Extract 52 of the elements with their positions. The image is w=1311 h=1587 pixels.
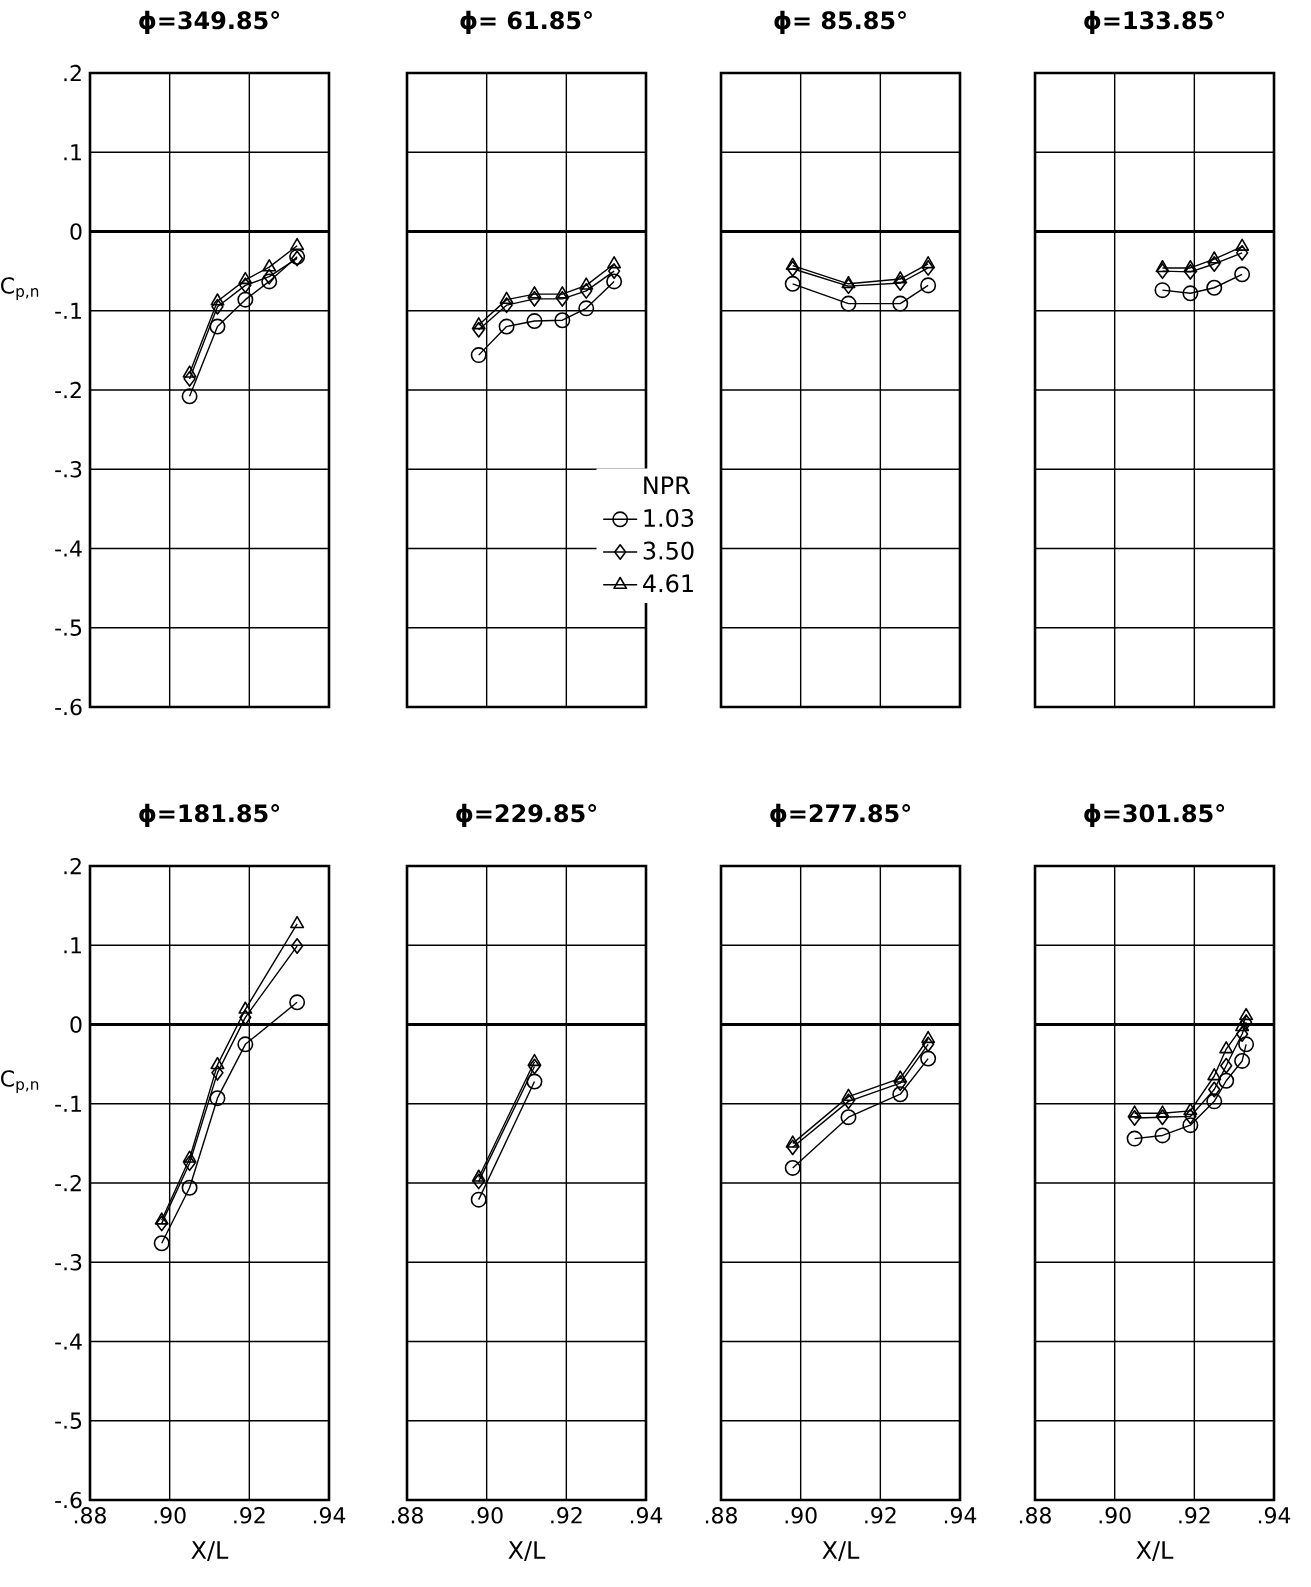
- y-axis-title: C$_{p,n}$: [1, 1070, 39, 1093]
- chart-title: ϕ= 61.85°: [460, 10, 592, 34]
- x-axis-title: X/L: [822, 1541, 860, 1561]
- x-tick-label: .90: [471, 1507, 503, 1524]
- chart-title: ϕ=181.85°: [139, 803, 280, 827]
- x-tick-label: .88: [74, 1507, 106, 1524]
- y-tick-label: -.3: [55, 1253, 82, 1271]
- x-tick-label: .88: [705, 1507, 737, 1524]
- y-tick-label: -.1: [55, 1095, 81, 1112]
- y-tick-label: .2: [64, 857, 81, 875]
- legend-label: 3.50: [643, 541, 694, 560]
- y-tick-label: 0: [70, 223, 82, 240]
- y-tick-label: -.2: [55, 1174, 81, 1192]
- y-tick-label: 0: [70, 1016, 82, 1033]
- chart-title: ϕ=301.85°: [1084, 803, 1225, 827]
- y-tick-label: -.1: [55, 302, 81, 319]
- x-tick-label: .88: [1019, 1507, 1051, 1524]
- x-tick-label: .92: [1179, 1507, 1210, 1524]
- chart-title: ϕ=277.85°: [770, 803, 911, 827]
- y-tick-label: -.5: [55, 619, 82, 636]
- y-tick-label: -.5: [55, 1412, 82, 1429]
- y-tick-label: -.4: [55, 540, 82, 557]
- y-tick-label: -.2: [55, 381, 81, 399]
- y-tick-label: -.6: [55, 698, 82, 716]
- y-tick-label: .1: [64, 937, 81, 954]
- legend-label: 1.03: [644, 508, 694, 528]
- y-tick-label: -.4: [55, 1333, 82, 1350]
- legend-label: 4.61: [643, 574, 693, 593]
- x-tick-label: .94: [1258, 1507, 1291, 1524]
- chart-title: ϕ=229.85°: [456, 803, 597, 827]
- x-tick-label: .94: [944, 1507, 977, 1524]
- legend-title: NPR: [644, 476, 691, 494]
- x-tick-label: .92: [234, 1507, 265, 1524]
- x-tick-label: .92: [865, 1507, 896, 1524]
- x-axis-title: X/L: [508, 1541, 546, 1561]
- y-tick-label: .2: [64, 64, 81, 82]
- y-tick-label: -.6: [55, 1491, 82, 1509]
- chart-title: ϕ= 85.85°: [774, 10, 906, 34]
- x-tick-label: .92: [551, 1507, 582, 1524]
- x-tick-label: .88: [391, 1507, 423, 1524]
- y-axis-title: C$_{p,n}$: [1, 277, 39, 300]
- x-tick-label: .90: [154, 1507, 186, 1524]
- chart-title: ϕ=133.85°: [1084, 10, 1225, 34]
- y-tick-label: .1: [64, 144, 81, 161]
- x-tick-label: .94: [313, 1507, 346, 1524]
- x-axis-title: X/L: [191, 1541, 229, 1561]
- x-tick-label: .90: [785, 1507, 817, 1524]
- x-tick-label: .90: [1099, 1507, 1131, 1524]
- chart-title: ϕ=349.85°: [139, 10, 280, 34]
- x-axis-title: X/L: [1136, 1541, 1174, 1561]
- y-tick-label: -.3: [55, 460, 82, 478]
- x-tick-label: .94: [630, 1507, 663, 1524]
